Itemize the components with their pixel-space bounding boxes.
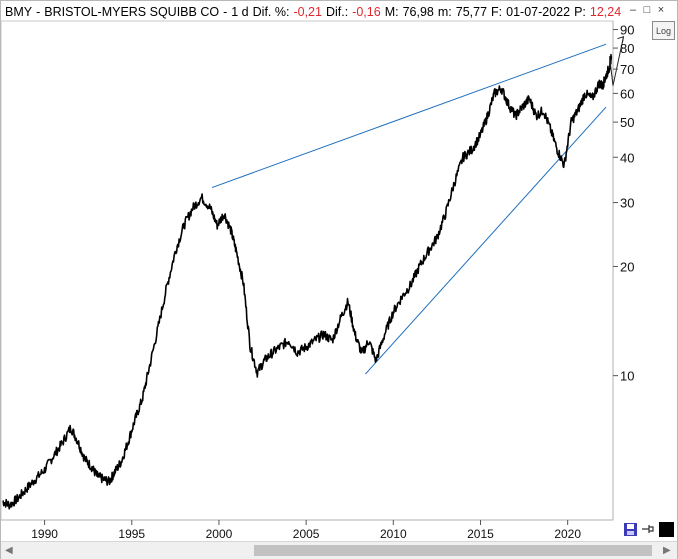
- log-scale-button[interactable]: Log: [652, 21, 675, 40]
- symbol: BMY: [5, 5, 33, 19]
- trendline: [211, 43, 607, 189]
- pin-icon[interactable]: [640, 522, 655, 537]
- price-series: [2, 53, 613, 510]
- bottom-toolbar: [621, 521, 677, 540]
- trendline: [365, 106, 607, 375]
- y-tick-label: 50: [620, 115, 634, 130]
- plot-frame: [1, 20, 614, 521]
- maximize-button[interactable]: □: [643, 4, 651, 16]
- x-tick-label: 2000: [206, 527, 233, 541]
- y-tick-label: 60: [620, 86, 634, 101]
- dif-pct-value: -0,21: [293, 5, 322, 19]
- price-label: P:: [574, 5, 586, 19]
- y-tick-label: 90: [620, 23, 634, 38]
- x-tick-label: 2010: [380, 527, 407, 541]
- x-tick-label: 1990: [31, 527, 58, 541]
- trendline-group: [211, 43, 607, 375]
- annotation-arrow: [609, 36, 624, 86]
- separator: -: [36, 5, 41, 19]
- y-axis: 10 20 30 40 50 60 70 80 90: [613, 23, 634, 384]
- low-label: m:: [437, 5, 452, 19]
- x-tick-label: 2015: [467, 527, 494, 541]
- x-tick-label: 2005: [293, 527, 320, 541]
- dif-value: -0,16: [352, 5, 381, 19]
- separator: -: [223, 5, 228, 19]
- horizontal-scrollbar[interactable]: ◀ ▶: [1, 541, 677, 559]
- y-tick-label: 80: [620, 41, 634, 56]
- price-value: 12,24: [589, 5, 622, 19]
- y-tick-label: 40: [620, 150, 634, 165]
- y-tick-label: 30: [620, 196, 634, 211]
- company-name: BRISTOL-MYERS SQUIBB CO: [44, 5, 220, 19]
- y-tick-label: 10: [620, 369, 634, 384]
- save-icon[interactable]: [623, 522, 638, 537]
- y-tick-label: 70: [620, 62, 634, 77]
- color-swatch-icon[interactable]: [659, 522, 674, 537]
- x-axis: 1990 1995 2000 2005 2010 2015 2020: [31, 520, 581, 541]
- close-button[interactable]: ×: [657, 4, 665, 16]
- price-chart[interactable]: 10 20 30 40 50 60 70 80 90 1990 1995 2000 2005 2010 2…: [1, 1, 677, 541]
- low-value: 75,77: [455, 5, 488, 19]
- minimize-button[interactable]: –: [629, 4, 637, 16]
- chart-title: BMY - BRISTOL-MYERS SQUIBB CO -1 d Dif. %: -0…: [5, 4, 625, 20]
- scrollbar-thumb[interactable]: [254, 545, 652, 556]
- high-value: 76,98: [402, 5, 434, 19]
- arrowhead: [617, 35, 625, 43]
- high-label: M:: [384, 5, 399, 19]
- dif-label: Dif.:: [325, 5, 349, 19]
- scroll-left-icon[interactable]: ◀: [5, 545, 13, 556]
- date-value: 01-07-2022: [506, 5, 571, 19]
- annotation-group: [609, 35, 625, 86]
- period: 1 d: [231, 5, 249, 19]
- dif-pct-label: Dif. %:: [252, 5, 290, 19]
- date-label: F:: [491, 5, 503, 19]
- price-line: [2, 53, 613, 510]
- y-tick-label: 20: [620, 259, 634, 274]
- x-tick-label: 2020: [554, 527, 581, 541]
- window-controls: – □ ×: [627, 5, 673, 17]
- scroll-right-icon[interactable]: ▶: [663, 545, 671, 556]
- x-tick-label: 1995: [118, 527, 145, 541]
